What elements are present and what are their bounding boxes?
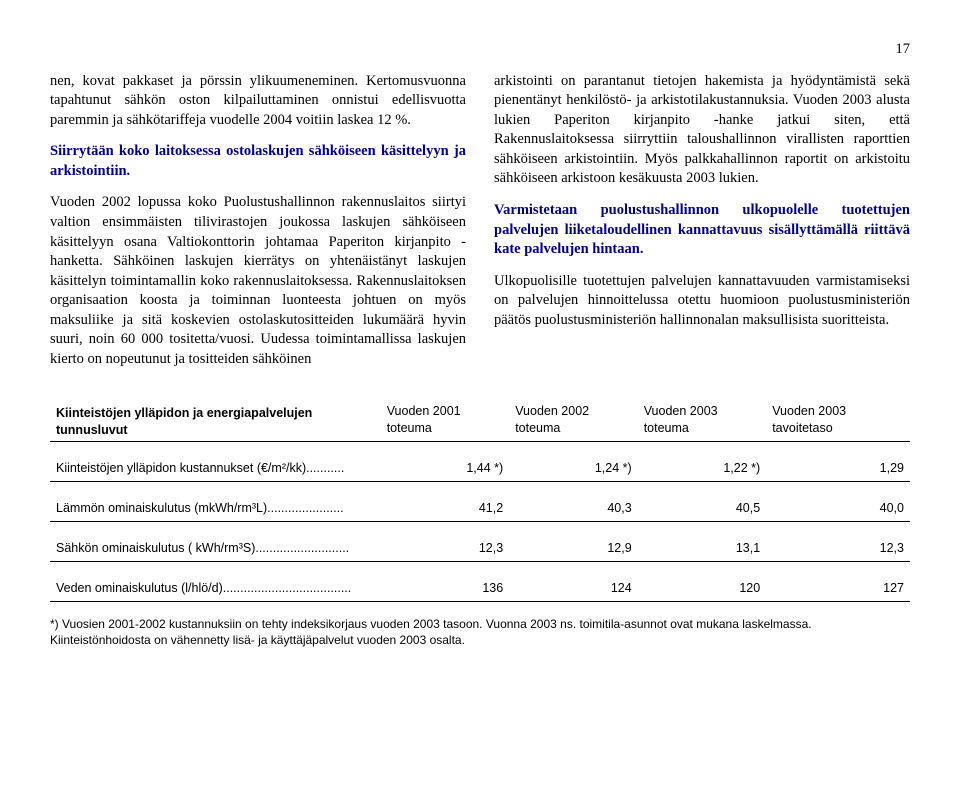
metrics-table: Kiinteistöjen ylläpidon ja energiapalvel… (50, 399, 910, 601)
paragraph-emphasis: Varmistetaan puolustushallinnon ulkopuol… (494, 201, 910, 260)
table-section: Kiinteistöjen ylläpidon ja energiapalvel… (50, 399, 910, 601)
row-label: Lämmön ominaiskulutus (mkWh/rm³L).......… (50, 496, 381, 521)
cell: 41,2 (381, 496, 510, 521)
paragraph: nen, kovat pakkaset ja pörssin ylikuumen… (50, 72, 466, 131)
footnote: *) Vuosien 2001-2002 kustannuksiin on te… (50, 616, 910, 648)
cell: 1,44 *) (381, 456, 510, 481)
cell: 127 (766, 576, 910, 601)
cell: 1,22 *) (638, 456, 767, 481)
paragraph: arkistointi on parantanut tietojen hakem… (494, 72, 910, 189)
col-header: Vuoden 2003 tavoitetaso (766, 399, 910, 441)
paragraph-emphasis: Siirrytään koko laitoksessa ostolaskujen… (50, 142, 466, 181)
cell: 1,29 (766, 456, 910, 481)
col-header: Vuoden 2001 toteuma (381, 399, 510, 441)
table-row: Sähkön ominaiskulutus ( kWh/rm³S).......… (50, 536, 910, 561)
cell: 12,9 (509, 536, 638, 561)
cell: 40,3 (509, 496, 638, 521)
cell: 1,24 *) (509, 456, 638, 481)
table-row: Veden ominaiskulutus (l/hlö/d)..........… (50, 576, 910, 601)
cell: 136 (381, 576, 510, 601)
cell: 12,3 (381, 536, 510, 561)
table-row: Lämmön ominaiskulutus (mkWh/rm³L).......… (50, 496, 910, 521)
table-row: Kiinteistöjen ylläpidon kustannukset (€/… (50, 456, 910, 481)
cell: 12,3 (766, 536, 910, 561)
paragraph: Ulkopuolisille tuotettujen palvelujen ka… (494, 272, 910, 331)
table-title: Kiinteistöjen ylläpidon ja energiapalvel… (50, 399, 381, 441)
row-label: Kiinteistöjen ylläpidon kustannukset (€/… (50, 456, 381, 481)
row-label: Veden ominaiskulutus (l/hlö/d)..........… (50, 576, 381, 601)
col-header: Vuoden 2003 toteuma (638, 399, 767, 441)
page-number: 17 (50, 40, 910, 60)
cell: 120 (638, 576, 767, 601)
row-label: Sähkön ominaiskulutus ( kWh/rm³S).......… (50, 536, 381, 561)
body-columns: nen, kovat pakkaset ja pörssin ylikuumen… (50, 72, 910, 370)
cell: 13,1 (638, 536, 767, 561)
cell: 40,0 (766, 496, 910, 521)
paragraph: Vuoden 2002 lopussa koko Puolustushallin… (50, 193, 466, 369)
cell: 40,5 (638, 496, 767, 521)
cell: 124 (509, 576, 638, 601)
col-header: Vuoden 2002 toteuma (509, 399, 638, 441)
